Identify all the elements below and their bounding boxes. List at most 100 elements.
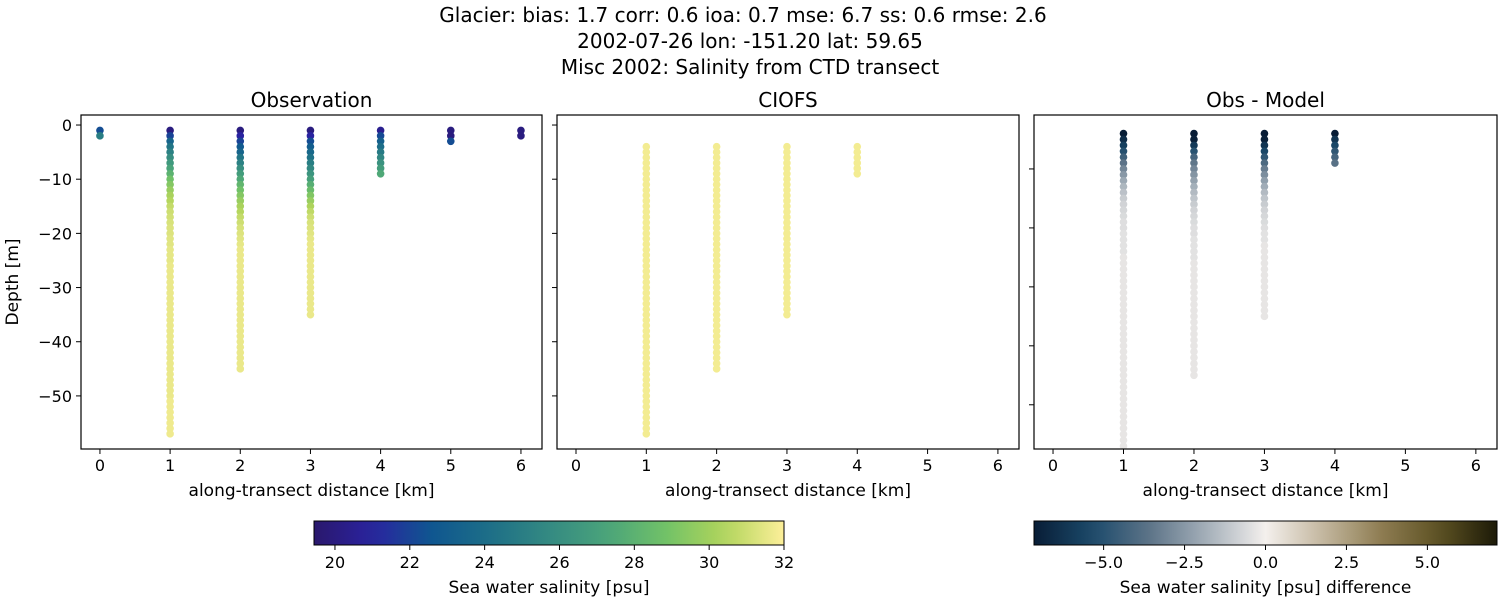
data-point — [1190, 336, 1198, 344]
data-point — [783, 159, 791, 167]
data-point — [642, 164, 651, 173]
data-point — [642, 180, 651, 189]
data-point — [1260, 153, 1269, 161]
data-point — [236, 316, 245, 324]
data-point — [1190, 318, 1198, 327]
data-point — [1190, 265, 1198, 273]
data-point — [306, 169, 315, 178]
data-point — [236, 137, 245, 146]
data-point — [166, 213, 174, 221]
data-point — [166, 207, 174, 216]
data-point — [712, 310, 721, 319]
data-point — [306, 256, 315, 265]
data-point — [166, 337, 174, 346]
data-point — [236, 310, 245, 319]
data-point — [783, 245, 791, 254]
data-point — [166, 413, 174, 422]
data-point — [642, 408, 651, 416]
x-axis-label: along-transect distance [km] — [1143, 481, 1389, 501]
data-point — [236, 229, 245, 238]
data-point — [166, 348, 174, 357]
data-point — [712, 359, 721, 368]
data-point — [1190, 359, 1198, 368]
data-point — [783, 289, 791, 297]
data-point — [1119, 377, 1128, 385]
data-point — [1119, 312, 1128, 321]
data-point — [783, 262, 791, 270]
data-point — [1260, 312, 1269, 321]
data-point — [712, 218, 721, 227]
data-point — [306, 283, 315, 292]
data-point — [1190, 200, 1198, 209]
data-point — [642, 283, 651, 292]
x-tick-label: 0 — [571, 456, 581, 475]
data-point — [376, 169, 385, 178]
data-point — [783, 191, 791, 200]
data-point — [1119, 135, 1128, 144]
data-point — [1119, 159, 1128, 167]
x-tick-label: 3 — [1259, 456, 1269, 475]
data-point — [642, 245, 651, 254]
data-point — [853, 164, 862, 173]
data-point — [166, 180, 174, 189]
data-point — [306, 213, 315, 221]
data-point — [712, 267, 721, 276]
data-point — [712, 321, 721, 330]
data-point — [1190, 129, 1198, 138]
data-point — [1119, 230, 1128, 238]
x-tick-label: 4 — [376, 456, 386, 475]
colorbar-tick-label: −2.5 — [1165, 553, 1204, 572]
data-point — [642, 229, 651, 238]
data-point — [236, 332, 245, 341]
data-point — [1119, 200, 1128, 209]
data-point — [1119, 418, 1128, 427]
data-point — [712, 305, 721, 314]
data-point — [236, 337, 245, 346]
x-axis-label: along-transect distance [km] — [189, 481, 435, 501]
data-point — [236, 169, 245, 178]
y-tick-label: −30 — [38, 279, 72, 298]
data-point — [1331, 141, 1339, 150]
data-point — [166, 202, 174, 211]
data-point — [1190, 218, 1198, 226]
data-point — [376, 126, 385, 135]
data-point — [1119, 224, 1128, 232]
x-tick-label: 6 — [516, 456, 526, 475]
y-tick-label: −50 — [38, 387, 72, 406]
data-point — [712, 337, 721, 346]
data-point — [166, 175, 174, 183]
data-point — [236, 256, 245, 265]
data-point — [712, 245, 721, 254]
data-point — [446, 132, 455, 140]
data-point — [712, 197, 721, 205]
data-point — [1119, 141, 1128, 150]
data-point — [166, 402, 174, 411]
data-point — [166, 267, 174, 276]
data-point — [712, 229, 721, 238]
data-point — [783, 148, 791, 156]
data-point — [712, 213, 721, 221]
data-point — [712, 169, 721, 178]
data-point — [1260, 147, 1269, 156]
data-point — [642, 142, 651, 151]
data-point — [642, 169, 651, 178]
data-point — [1119, 359, 1128, 368]
data-point — [642, 343, 651, 351]
y-tick-label: −40 — [38, 333, 72, 352]
scatter-points — [96, 126, 525, 438]
data-point — [1260, 200, 1269, 209]
data-point — [642, 202, 651, 211]
data-point — [306, 164, 315, 173]
data-point — [1119, 235, 1128, 244]
data-point — [1119, 277, 1128, 285]
x-tick-label: 2 — [1189, 456, 1199, 475]
data-point — [236, 148, 245, 156]
data-point — [1260, 188, 1269, 197]
data-point — [1119, 395, 1128, 403]
data-point — [1260, 288, 1269, 297]
data-point — [236, 164, 245, 173]
data-point — [236, 207, 245, 216]
data-point — [1190, 165, 1198, 173]
data-point — [853, 169, 862, 178]
x-tick-label: 1 — [165, 456, 175, 475]
